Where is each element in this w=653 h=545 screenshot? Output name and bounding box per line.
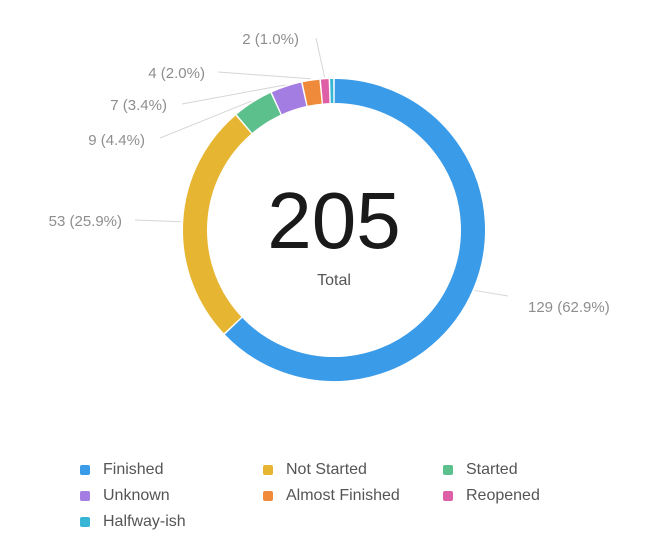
donut-slices [183, 79, 485, 381]
leader-line-almost-finished [217, 71, 311, 80]
leader-line-reopened [315, 37, 326, 78]
donut-chart: 129 (62.9%) 53 (25.9%) 9 (4.4%) 7 (3.4%) 4 (… [49, 31, 610, 381]
slice-unknown[interactable] [271, 82, 307, 115]
slice-label-reopened: 2 (1.0%) [242, 31, 299, 48]
legend-label: Halfway-ish [103, 513, 186, 530]
legend-label: Finished [103, 461, 164, 478]
total-caption: Total [317, 272, 351, 289]
leader-line-not-started [134, 219, 182, 223]
legend-item-almost-finished[interactable]: Almost Finished [263, 485, 400, 507]
legend-item-reopened[interactable]: Reopened [443, 485, 540, 507]
leader-line-finished [474, 289, 509, 297]
legend-label: Almost Finished [286, 487, 400, 504]
legend-swatch [80, 465, 90, 475]
slice-not-started[interactable] [183, 115, 252, 334]
legend-label: Unknown [103, 487, 170, 504]
slice-label-started: 9 (4.4%) [88, 132, 145, 149]
leader-line-unknown [181, 84, 286, 105]
legend-swatch [443, 465, 453, 475]
legend-item-finished[interactable]: Finished [80, 459, 163, 481]
legend-swatch [80, 491, 90, 501]
legend-label: Reopened [466, 487, 540, 504]
leader-line-started [159, 100, 253, 139]
label-leader-lines [134, 37, 509, 297]
legend-item-halfway-ish[interactable]: Halfway-ish [80, 511, 186, 533]
slice-almost-finished[interactable] [302, 79, 322, 106]
slice-label-unknown: 7 (3.4%) [110, 97, 167, 114]
slice-started[interactable] [236, 93, 281, 134]
slice-label-almost-finished: 4 (2.0%) [148, 65, 205, 82]
legend-swatch [443, 491, 453, 501]
legend-label: Started [466, 461, 518, 478]
slice-label-not-started: 53 (25.9%) [49, 213, 122, 230]
legend-label: Not Started [286, 461, 367, 478]
slice-labels: 129 (62.9%) 53 (25.9%) 9 (4.4%) 7 (3.4%) 4 (… [49, 31, 610, 316]
legend-item-started[interactable]: Started [443, 459, 518, 481]
legend-swatch [80, 517, 90, 527]
slice-label-finished: 129 (62.9%) [528, 299, 610, 316]
legend-item-unknown[interactable]: Unknown [80, 485, 170, 507]
legend-swatch [263, 465, 273, 475]
slice-finished[interactable] [224, 79, 485, 381]
legend-item-not-started[interactable]: Not Started [263, 459, 367, 481]
legend-swatch [263, 491, 273, 501]
total-value: 205 [267, 176, 400, 265]
